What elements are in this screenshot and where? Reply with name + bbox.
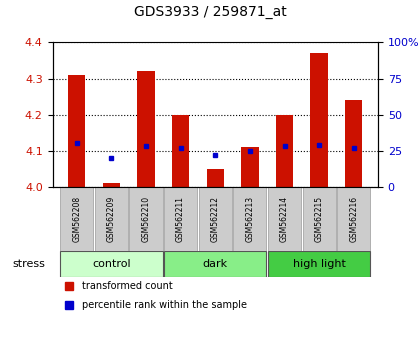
Text: GSM562213: GSM562213 bbox=[245, 196, 255, 242]
Text: GSM562215: GSM562215 bbox=[315, 196, 324, 242]
Bar bbox=[345, 100, 362, 187]
FancyBboxPatch shape bbox=[60, 251, 163, 276]
Text: stress: stress bbox=[13, 259, 46, 269]
Bar bbox=[137, 72, 155, 187]
Text: GSM562211: GSM562211 bbox=[176, 196, 185, 242]
Text: GSM562214: GSM562214 bbox=[280, 196, 289, 242]
FancyBboxPatch shape bbox=[233, 187, 267, 251]
Text: GDS3933 / 259871_at: GDS3933 / 259871_at bbox=[134, 5, 286, 19]
Bar bbox=[103, 183, 120, 187]
Bar bbox=[68, 75, 85, 187]
Text: transformed count: transformed count bbox=[82, 281, 173, 291]
FancyBboxPatch shape bbox=[337, 187, 370, 251]
FancyBboxPatch shape bbox=[302, 187, 336, 251]
Bar bbox=[172, 115, 189, 187]
FancyBboxPatch shape bbox=[129, 187, 163, 251]
FancyBboxPatch shape bbox=[268, 251, 370, 276]
Text: dark: dark bbox=[203, 259, 228, 269]
FancyBboxPatch shape bbox=[268, 187, 301, 251]
FancyBboxPatch shape bbox=[95, 187, 128, 251]
Text: GSM562209: GSM562209 bbox=[107, 196, 116, 242]
Text: percentile rank within the sample: percentile rank within the sample bbox=[82, 301, 247, 310]
Text: control: control bbox=[92, 259, 131, 269]
Text: GSM562212: GSM562212 bbox=[211, 196, 220, 242]
Bar bbox=[207, 169, 224, 187]
Bar bbox=[241, 147, 259, 187]
Text: GSM562208: GSM562208 bbox=[72, 196, 81, 242]
Text: high light: high light bbox=[293, 259, 346, 269]
FancyBboxPatch shape bbox=[164, 187, 197, 251]
Text: GSM562216: GSM562216 bbox=[349, 196, 358, 242]
FancyBboxPatch shape bbox=[60, 187, 93, 251]
FancyBboxPatch shape bbox=[164, 251, 267, 276]
Bar bbox=[276, 115, 293, 187]
Bar bbox=[310, 53, 328, 187]
Text: GSM562210: GSM562210 bbox=[142, 196, 150, 242]
FancyBboxPatch shape bbox=[199, 187, 232, 251]
